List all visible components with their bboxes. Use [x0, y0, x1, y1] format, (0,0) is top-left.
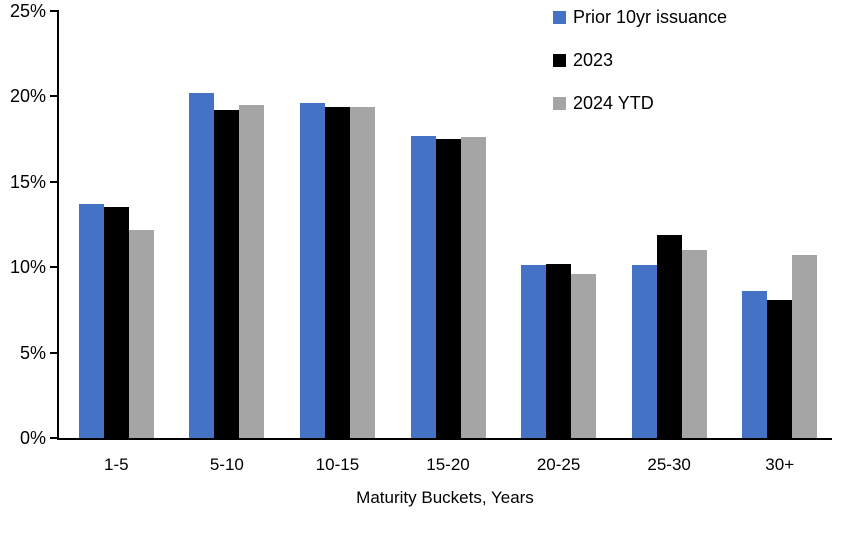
bar-2024-ytd-10-15 [349, 106, 375, 438]
x-axis-title: Maturity Buckets, Years [356, 488, 534, 507]
bar-2024-ytd-15-20 [460, 137, 486, 438]
bar-prior-10yr-issuance-15-20 [410, 135, 436, 438]
bar-2023-20-25 [546, 263, 572, 438]
y-tick-label: 10% [9, 257, 46, 278]
y-tick [50, 437, 57, 439]
legend: Prior 10yr issuance 2023 2024 YTD [553, 7, 727, 136]
x-axis-line [57, 438, 832, 440]
x-category-label-30: 30+ [765, 455, 795, 474]
x-category-label-20-25: 20-25 [536, 455, 581, 474]
bar-prior-10yr-issuance-20-25 [521, 265, 547, 438]
x-category-label-25-30: 25-30 [647, 455, 691, 474]
bar-2024-ytd-5-10 [239, 104, 265, 438]
bar-prior-10yr-issuance-1-5 [78, 204, 104, 438]
bar-prior-10yr-issuance-30 [742, 291, 768, 438]
x-category-label-1-5: 1-5 [103, 455, 129, 474]
legend-swatch-2024-ytd [553, 96, 566, 110]
x-category-label-15-20: 15-20 [426, 455, 470, 474]
bar-2024-ytd-1-5 [128, 229, 154, 438]
y-tick-label: 5% [19, 342, 46, 363]
bar-2023-30 [767, 299, 793, 438]
bar-prior-10yr-issuance-25-30 [631, 265, 657, 438]
bar-2023-10-15 [324, 106, 350, 438]
bar-2024-ytd-20-25 [571, 274, 597, 438]
y-tick [50, 266, 57, 269]
legend-label-2024-ytd: 2024 YTD [573, 93, 654, 113]
y-axis-line [57, 10, 59, 440]
y-tick-label: 20% [9, 86, 46, 107]
bar-2023-15-20 [435, 139, 461, 438]
bar-2023-5-10 [214, 110, 240, 438]
legend-item-prior-10yr-issuance: Prior 10yr issuance [553, 7, 727, 27]
legend-swatch-prior-10yr-issuance [553, 10, 566, 24]
x-category-label-5-10: 5-10 [209, 455, 244, 474]
bar-2023-1-5 [103, 207, 129, 438]
y-tick [50, 180, 57, 183]
bar-prior-10yr-issuance-5-10 [189, 92, 215, 438]
legend-item-2024-ytd: 2024 YTD [553, 93, 727, 113]
bar-2024-ytd-30 [792, 255, 818, 438]
y-tick-label: 0% [19, 428, 46, 448]
legend-label-prior-10yr-issuance: Prior 10yr issuance [573, 7, 728, 27]
legend-item-2023: 2023 [553, 50, 727, 70]
y-tick-label: 15% [9, 171, 46, 192]
y-tick [50, 95, 57, 98]
y-tick [50, 351, 57, 354]
bar-2023-25-30 [656, 234, 682, 438]
y-tick-label: 25% [9, 1, 46, 21]
bar-2024-ytd-25-30 [681, 250, 707, 438]
bar-prior-10yr-issuance-10-15 [299, 103, 325, 438]
y-tick [50, 10, 57, 12]
legend-swatch-2023 [553, 53, 566, 67]
legend-label-2023: 2023 [573, 50, 614, 70]
x-category-label-10-15: 10-15 [315, 455, 360, 474]
